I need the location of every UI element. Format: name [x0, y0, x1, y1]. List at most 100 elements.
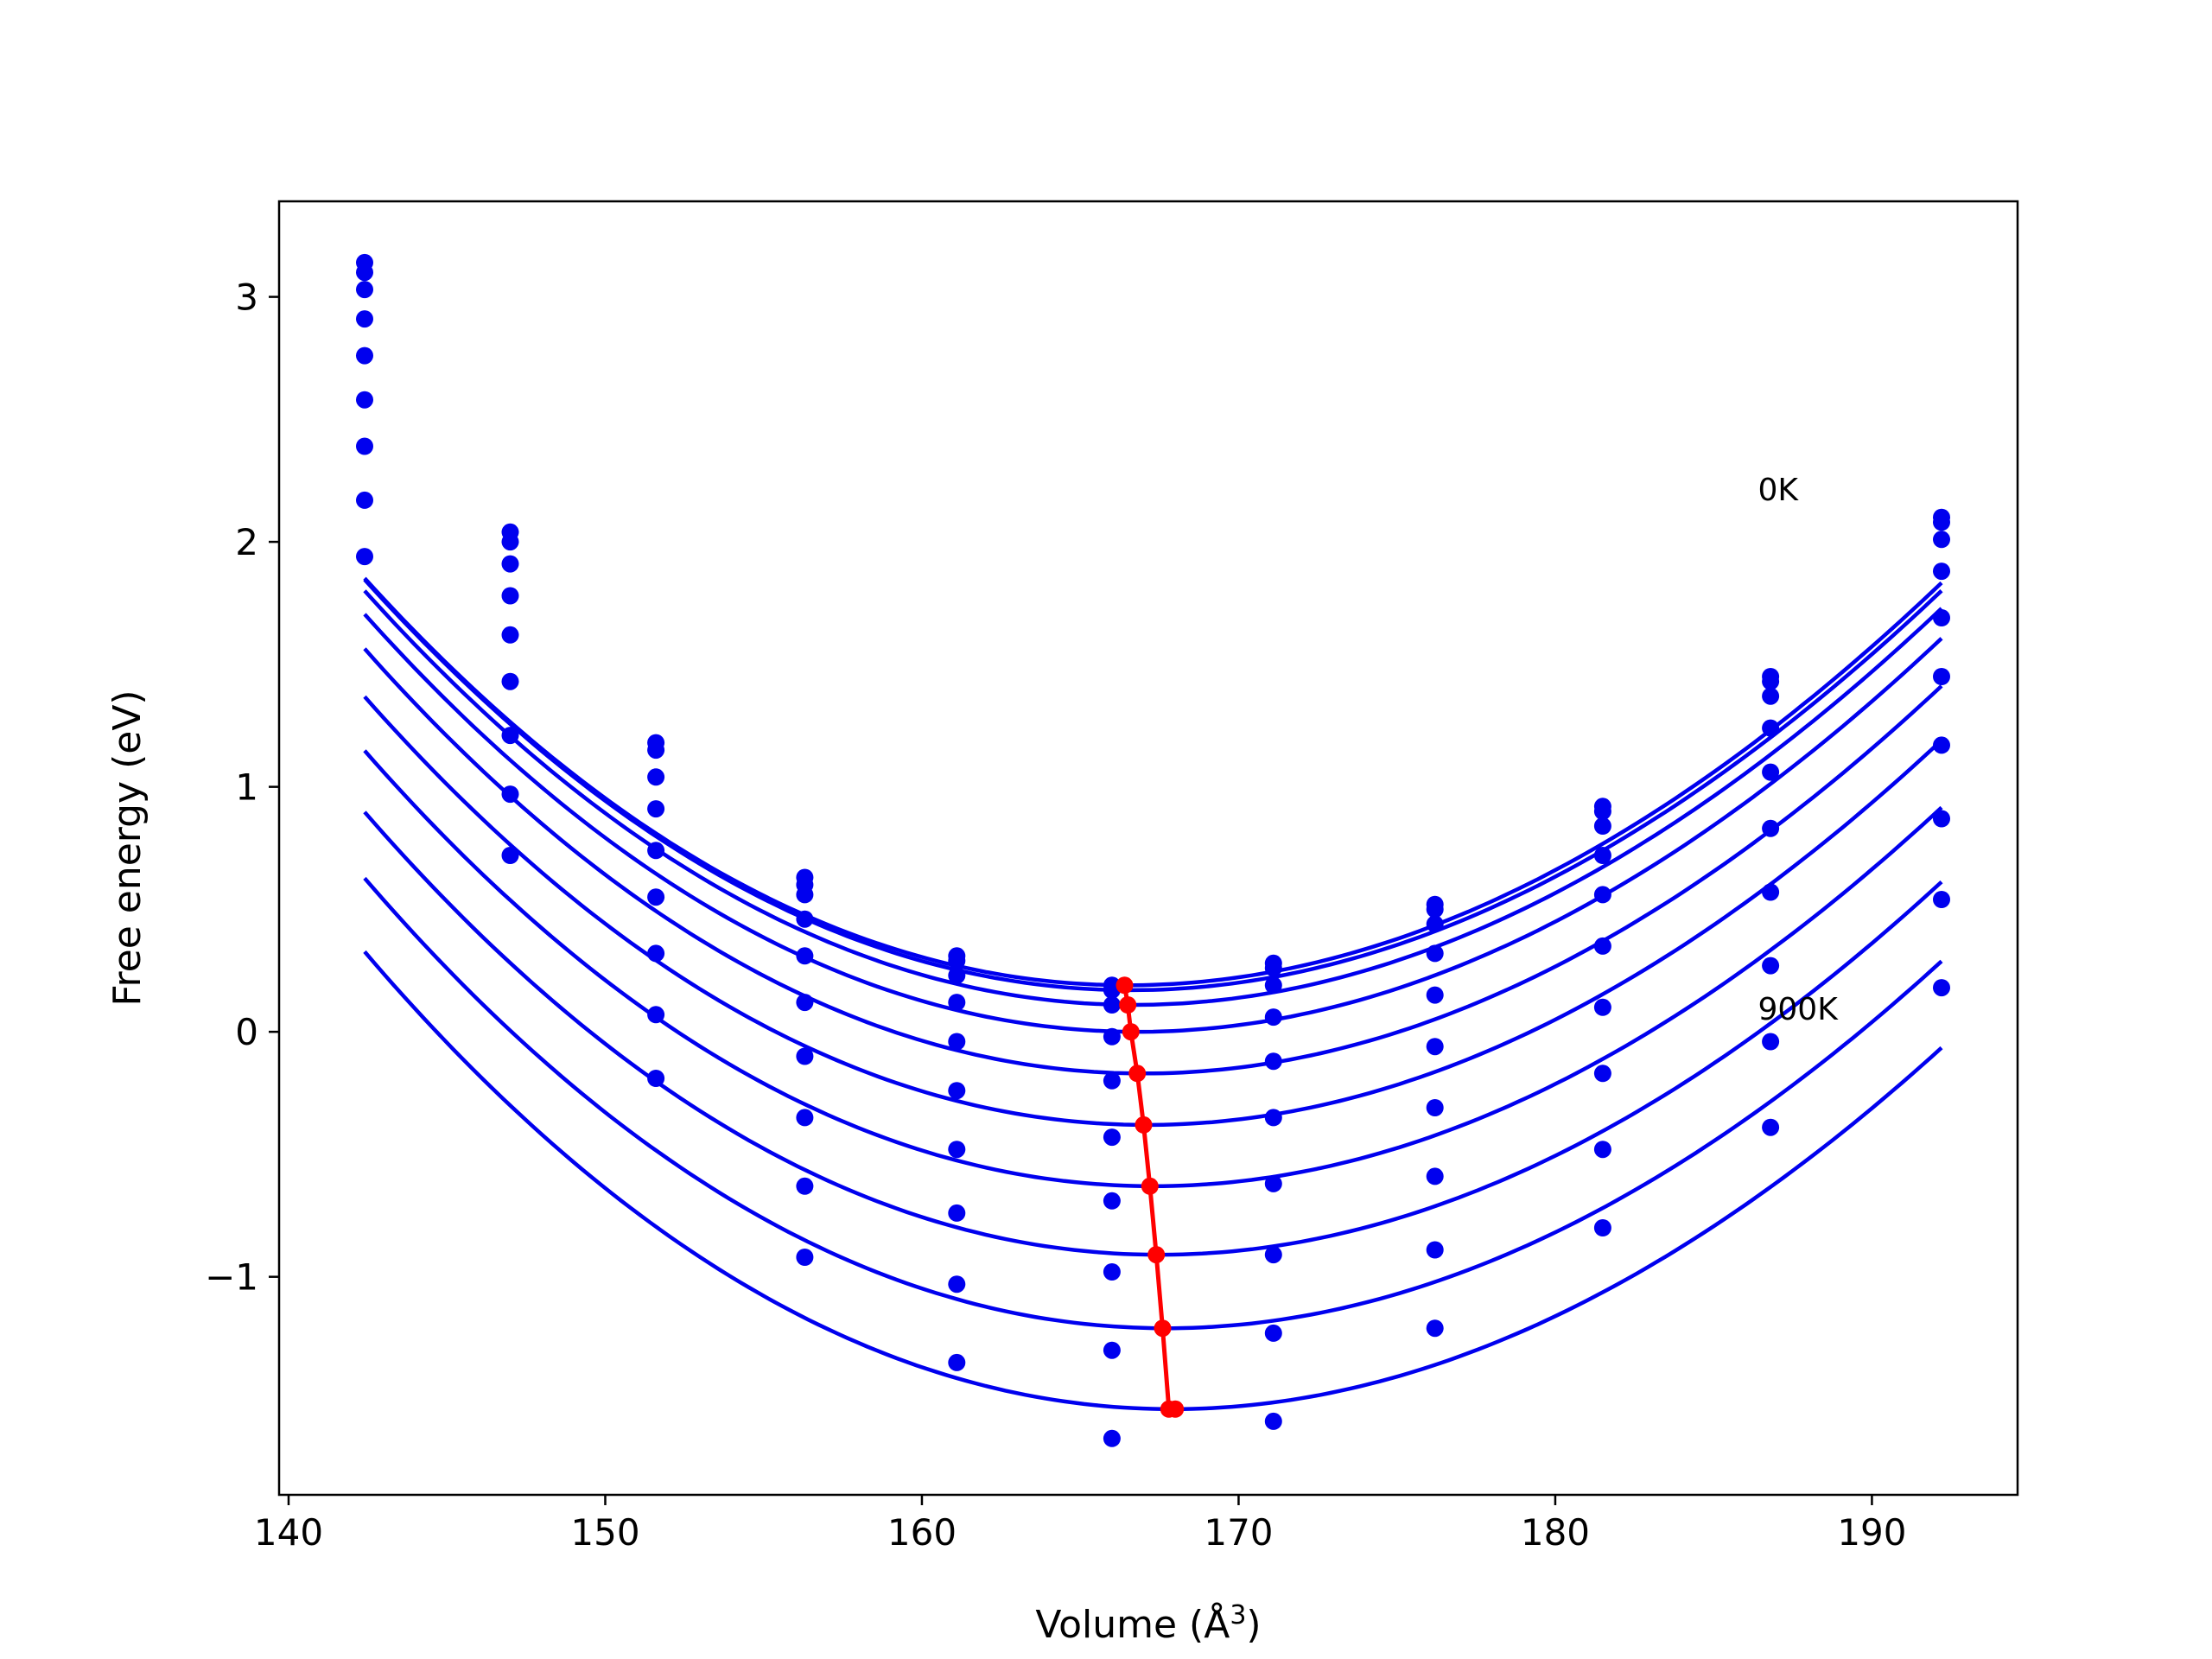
- minimum-point-6: [1141, 1177, 1159, 1195]
- x-tick-label-150: 150: [570, 1511, 639, 1554]
- data-point-s4-2: [501, 587, 519, 605]
- y-tick-label-2: 2: [235, 521, 258, 563]
- minimum-point-5: [1135, 1116, 1153, 1134]
- data-point-s3-4: [796, 886, 814, 904]
- data-point-s4-10: [1762, 719, 1780, 737]
- fit-curve-5: [363, 647, 1943, 1076]
- data-point-s10-10: [1762, 1118, 1780, 1136]
- data-point-s10-6: [1103, 1429, 1121, 1447]
- data-point-s3-7: [1264, 976, 1282, 995]
- plot-area: 0K 900K: [356, 253, 1950, 1447]
- data-point-s8-3: [647, 1006, 665, 1024]
- data-point-s9-3: [647, 1070, 665, 1087]
- data-point-s4-9: [1593, 847, 1611, 864]
- data-point-s5-3: [647, 842, 665, 860]
- data-point-s6-10: [1762, 819, 1780, 837]
- axes: 140 150 160 170 180 190 −1 0 1 2 3: [205, 276, 1906, 1554]
- data-point-s6-11: [1933, 668, 1950, 685]
- data-point-s5-5: [948, 1033, 966, 1051]
- data-point-s6-8: [1426, 1038, 1444, 1056]
- minima-line: [1122, 984, 1176, 1412]
- x-tick-label-170: 170: [1204, 1511, 1273, 1554]
- data-point-s2-11: [1933, 513, 1950, 531]
- data-point-s7-3: [647, 944, 665, 963]
- data-point-s2-9: [1593, 803, 1611, 820]
- data-point-s7-7: [1264, 1174, 1282, 1192]
- axes-frame: [277, 200, 2019, 1497]
- data-point-s9-2: [501, 847, 519, 864]
- data-point-s3-8: [1426, 915, 1444, 933]
- annotation-1: 0K: [1758, 473, 1800, 508]
- data-point-s5-4: [796, 947, 814, 965]
- data-point-s9-9: [1593, 1141, 1611, 1159]
- data-point-s9-1: [356, 548, 373, 566]
- data-point-s5-11: [1933, 609, 1950, 626]
- data-point-s6-1: [356, 391, 373, 409]
- x-tick-label-190: 190: [1837, 1511, 1906, 1554]
- minimum-point-8: [1154, 1319, 1172, 1338]
- data-point-s6-5: [948, 1082, 966, 1100]
- annotation-2: 900K: [1758, 992, 1840, 1027]
- data-point-s2-8: [1426, 900, 1444, 918]
- data-point-s5-6: [1103, 1071, 1121, 1090]
- data-point-s8-4: [796, 1109, 814, 1127]
- data-point-s4-5: [948, 994, 966, 1012]
- data-point-s7-6: [1103, 1192, 1121, 1210]
- minimum-point-7: [1147, 1246, 1166, 1264]
- data-point-s8-7: [1264, 1246, 1282, 1264]
- data-point-s4-1: [356, 310, 373, 328]
- x-tick-label-160: 160: [887, 1511, 957, 1554]
- fit-curve-9: [363, 876, 1943, 1331]
- data-point-s8-1: [356, 491, 373, 509]
- data-point-s9-5: [948, 1275, 966, 1294]
- fit-curve-3: [363, 589, 1943, 1007]
- data-point-s9-11: [1933, 891, 1950, 908]
- data-point-s3-11: [1933, 531, 1950, 549]
- data-point-s8-6: [1103, 1263, 1121, 1281]
- data-point-s6-3: [647, 888, 665, 906]
- fit-curve-2: [363, 578, 1943, 993]
- data-point-s3-6: [1103, 996, 1121, 1014]
- data-point-s9-7: [1264, 1324, 1282, 1342]
- data-point-s7-11: [1933, 736, 1950, 754]
- minimum-point-4: [1128, 1065, 1147, 1083]
- x-axis-label: Volume (Å3): [1035, 1600, 1261, 1647]
- data-point-s8-9: [1593, 1065, 1611, 1083]
- data-point-s2-5: [948, 951, 966, 969]
- data-point-s10-11: [1933, 979, 1950, 997]
- data-point-s5-9: [1593, 886, 1611, 904]
- data-point-s10-5: [948, 1353, 966, 1371]
- data-point-s2-3: [647, 741, 665, 760]
- data-point-s6-4: [796, 994, 814, 1012]
- data-point-s7-2: [501, 727, 519, 745]
- data-point-s5-7: [1264, 1052, 1282, 1071]
- x-tick-label-140: 140: [254, 1511, 323, 1554]
- data-point-s5-10: [1762, 763, 1780, 781]
- data-point-s3-10: [1762, 687, 1780, 705]
- data-point-s10-4: [796, 1249, 814, 1266]
- data-point-s4-8: [1426, 944, 1444, 963]
- y-tick-label--1: −1: [205, 1256, 258, 1299]
- data-point-s8-5: [948, 1204, 966, 1222]
- data-point-s8-10: [1762, 957, 1780, 975]
- data-point-s7-1: [356, 437, 373, 455]
- data-point-s7-10: [1762, 883, 1780, 901]
- data-point-s3-3: [647, 768, 665, 786]
- data-point-s2-10: [1762, 672, 1780, 690]
- data-point-s6-6: [1103, 1128, 1121, 1147]
- data-point-s8-2: [501, 785, 519, 804]
- x-tick-label-180: 180: [1521, 1511, 1590, 1554]
- data-point-s8-8: [1426, 1167, 1444, 1185]
- data-point-s3-1: [356, 281, 373, 299]
- data-point-s6-2: [501, 672, 519, 690]
- data-point-s4-3: [647, 800, 665, 818]
- fit-curve-6: [363, 695, 1943, 1128]
- data-point-s3-5: [948, 966, 966, 984]
- y-tick-label-3: 3: [235, 276, 258, 319]
- minimum-point-2: [1119, 996, 1137, 1014]
- fit-curve-1: [363, 576, 1943, 988]
- fit-curve-10: [363, 950, 1943, 1412]
- y-axis-label: Free energy (eV): [105, 690, 149, 1006]
- y-tick-label-0: 0: [235, 1011, 258, 1053]
